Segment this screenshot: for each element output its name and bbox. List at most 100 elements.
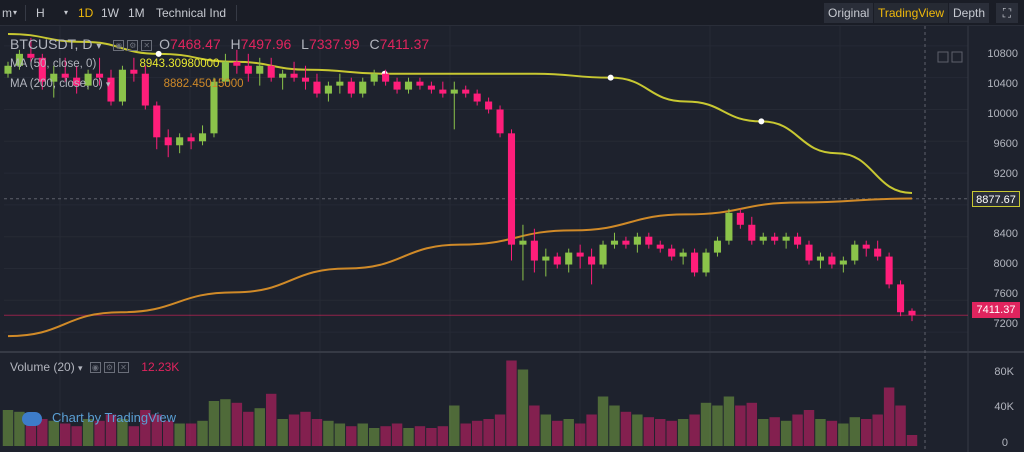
candle-body: [736, 212, 744, 225]
dropdown-arrow-icon[interactable]: ▾: [64, 8, 69, 17]
ma50-legend: MA (50, close, 0) 8943.30980000: [10, 58, 219, 70]
candle-body: [874, 248, 882, 257]
eye-icon[interactable]: ◉: [113, 39, 125, 51]
volume-value: 12.23K: [141, 360, 180, 374]
volume-bar: [906, 434, 918, 446]
price-axis-label: 7200: [993, 318, 1018, 330]
candle-body: [118, 69, 126, 102]
candle-body: [107, 77, 115, 102]
candle-body: [164, 137, 172, 146]
toolbar-divider: [25, 5, 26, 21]
watermark-text: Chart by TradingView: [52, 410, 177, 425]
candle-body: [794, 236, 802, 245]
candle-body: [839, 260, 847, 265]
candle-body: [622, 240, 630, 245]
close-icon[interactable]: ✕: [117, 362, 129, 374]
volume-bar: [185, 423, 197, 446]
candle-body: [153, 105, 161, 138]
ma-anchor-point: [155, 50, 162, 57]
candle-body: [542, 256, 550, 261]
candle-body: [656, 244, 664, 249]
view-tradingview-button[interactable]: TradingView: [874, 3, 949, 23]
ma200-legend: MA (200, close, 0) ▾ 8882.45015000: [10, 78, 244, 90]
candle-body: [691, 252, 699, 273]
toolbar-item-minutes[interactable]: m: [2, 6, 12, 20]
volume-bar: [94, 420, 105, 446]
price-axis-label: 10400: [987, 78, 1018, 90]
price-axis-panel: [968, 26, 1024, 452]
candle-body: [233, 61, 241, 66]
settings-icon[interactable]: ⚙: [127, 39, 139, 51]
volume-bar: [140, 410, 151, 446]
candle-body: [725, 212, 733, 241]
technical-indicators-button[interactable]: Technical Ind: [156, 6, 227, 20]
chevron-down-icon[interactable]: ▾: [78, 363, 83, 373]
toolbar-item-1w[interactable]: 1W: [101, 6, 119, 20]
low-value: 7337.99: [308, 36, 360, 52]
volume-bar: [59, 423, 71, 446]
volume-bar: [483, 419, 494, 446]
volume-legend: Volume (20) ▾ ◉ ⚙ ✕ 12.23K: [10, 360, 179, 374]
ma50-label[interactable]: MA (50, close, 0): [10, 58, 97, 70]
candle-body: [885, 256, 893, 285]
close-icon[interactable]: ✕: [141, 39, 153, 51]
candle-body: [176, 137, 184, 146]
candle-body: [645, 236, 653, 245]
candle-body: [187, 137, 195, 142]
ma-anchor-point: [607, 74, 614, 81]
chevron-down-icon[interactable]: ▾: [96, 41, 102, 52]
toolbar-item-hours[interactable]: H: [36, 6, 45, 20]
toolbar-item-1d[interactable]: 1D: [78, 6, 94, 20]
candle-body: [450, 89, 458, 94]
volume-bar: [517, 369, 529, 446]
price-chart[interactable]: [0, 26, 1024, 452]
volume-bar: [391, 423, 403, 446]
volume-bar: [197, 420, 208, 446]
volume-bar: [151, 414, 162, 446]
view-depth-button[interactable]: Depth: [949, 3, 990, 23]
candle-body: [759, 236, 767, 241]
volume-bar: [563, 419, 574, 446]
candle-body: [679, 252, 687, 257]
candle-body: [370, 73, 378, 82]
volume-bar: [700, 402, 712, 446]
view-original-button[interactable]: Original: [824, 3, 874, 23]
symbol-title[interactable]: BTCUSDT, D: [10, 36, 93, 52]
volume-bar: [506, 360, 517, 446]
chevron-down-icon[interactable]: ▾: [105, 79, 111, 89]
eye-icon[interactable]: ◉: [89, 362, 101, 374]
candle-body: [530, 240, 538, 261]
candle-body: [61, 73, 69, 78]
volume-bar: [403, 428, 414, 446]
volume-bar: [128, 426, 140, 446]
volume-label[interactable]: Volume (20): [10, 360, 75, 374]
ma50-value: 8943.30980000: [139, 58, 220, 70]
fullscreen-icon[interactable]: ⛶: [996, 3, 1018, 23]
close-label: C: [369, 36, 380, 52]
ma200-label[interactable]: MA (200, close, 0): [10, 78, 103, 90]
candle-body: [748, 224, 756, 241]
volume-bar: [380, 426, 391, 446]
candle-body: [130, 69, 138, 74]
volume-bar: [300, 411, 311, 446]
volume-bar: [414, 426, 426, 446]
settings-icon[interactable]: ⚙: [103, 362, 115, 374]
candle-body: [141, 73, 149, 106]
low-label: L: [301, 36, 309, 52]
candle-body: [84, 73, 92, 86]
high-label: H: [230, 36, 241, 52]
volume-bar: [597, 396, 609, 446]
dropdown-arrow-icon[interactable]: ▾: [13, 8, 18, 17]
volume-bar: [494, 414, 506, 446]
candle-body: [324, 85, 332, 94]
volume-bar: [231, 402, 243, 446]
volume-bar: [311, 419, 323, 446]
candle-body: [279, 73, 287, 78]
candle-body: [393, 81, 401, 90]
volume-bar: [620, 411, 632, 446]
toolbar-item-1m[interactable]: 1M: [128, 6, 145, 20]
tradingview-watermark[interactable]: Chart by TradingView: [22, 410, 176, 426]
candle-body: [908, 310, 916, 316]
candle-body: [668, 248, 676, 257]
volume-bar: [883, 387, 895, 446]
